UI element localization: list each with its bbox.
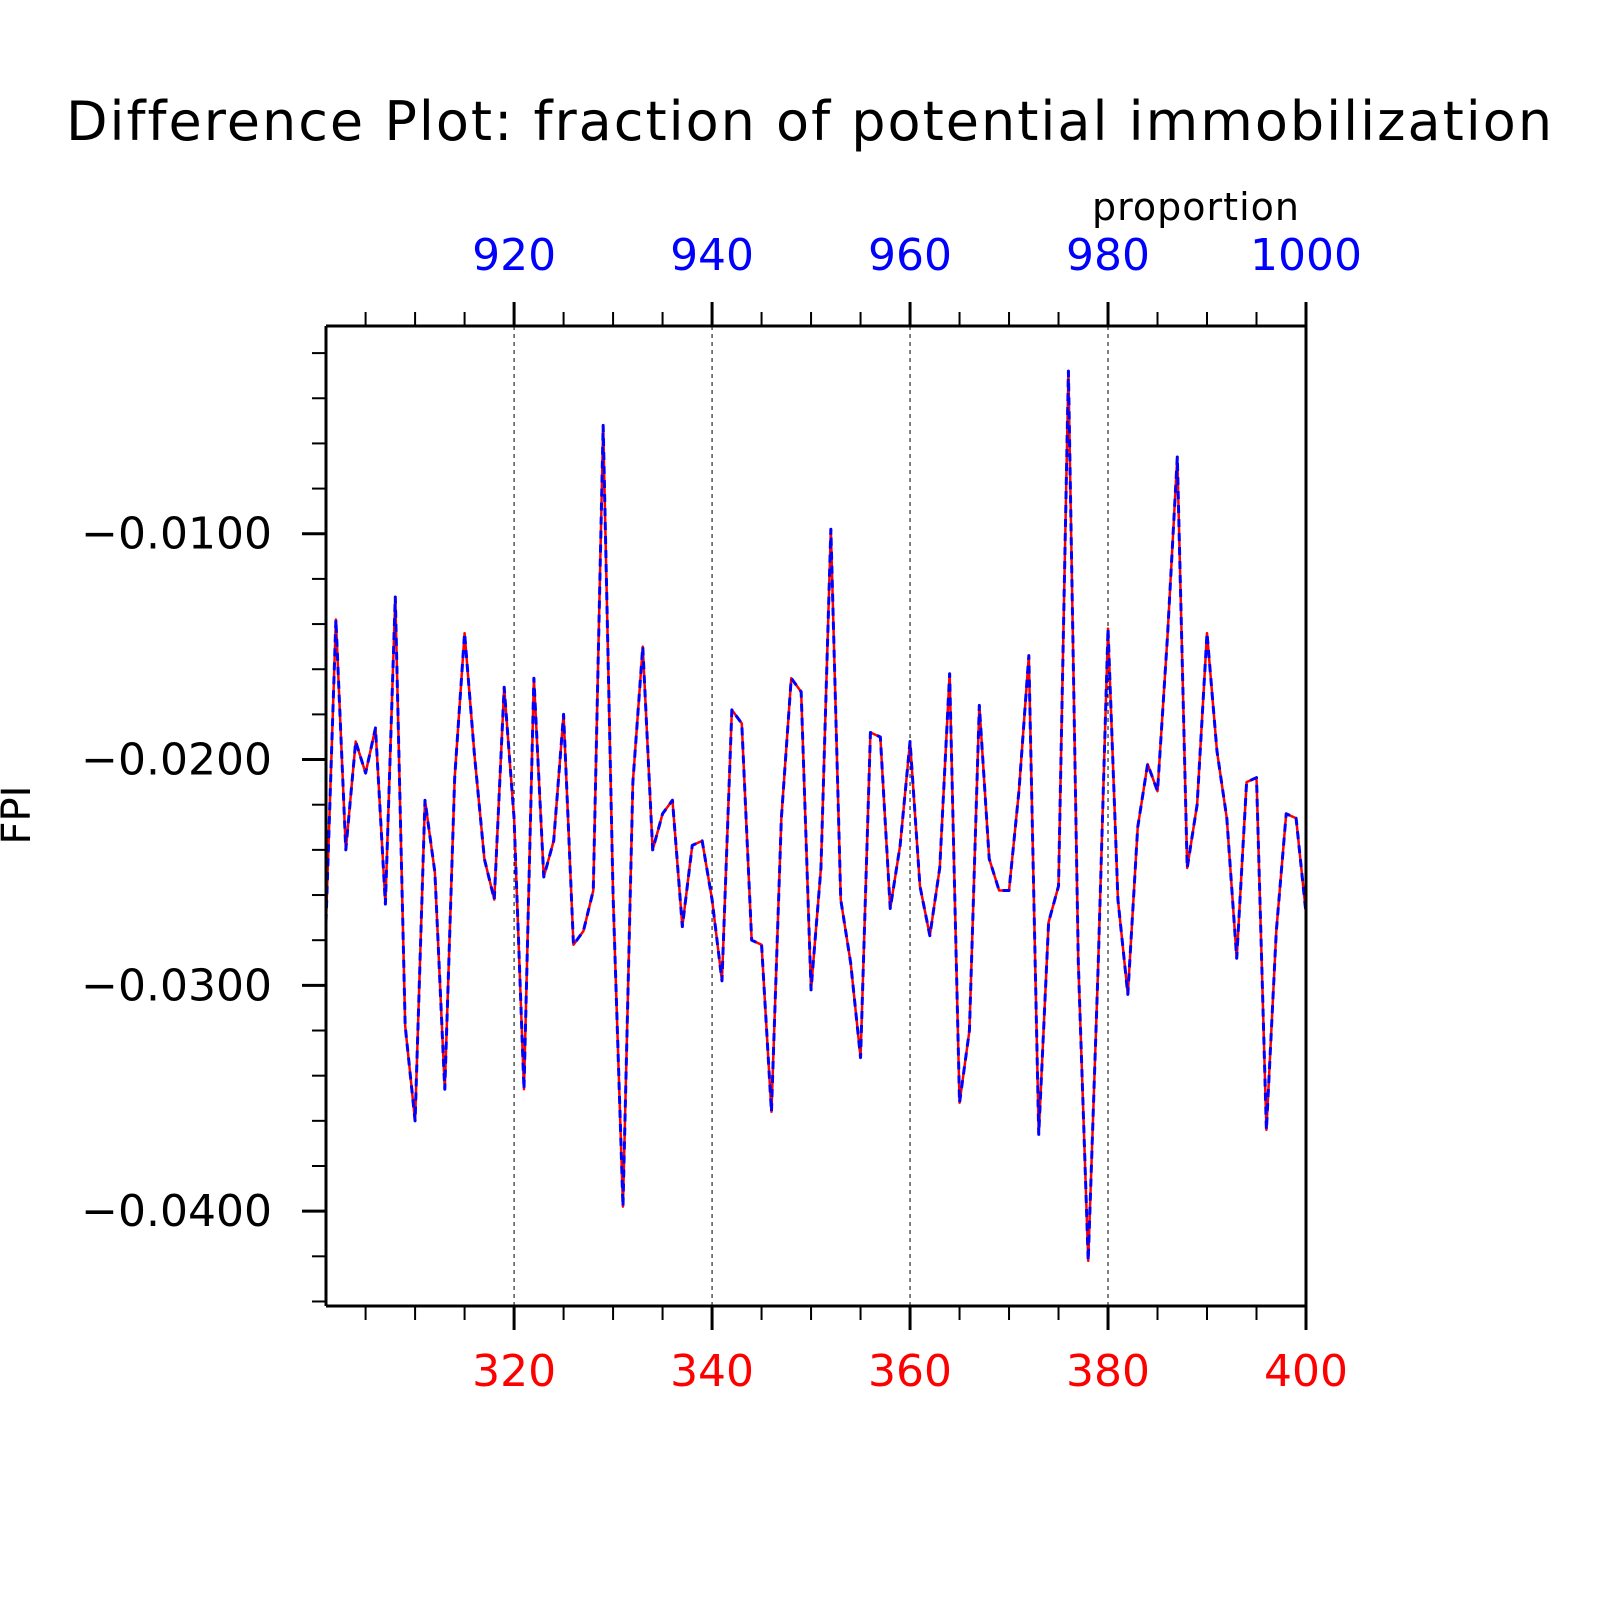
top-axis-tick-label: 980 bbox=[1066, 230, 1150, 281]
chart-title: Difference Plot: fraction of potential i… bbox=[66, 90, 1554, 153]
series-line-top bbox=[324, 369, 1308, 1263]
chart-subtitle: proportion bbox=[1092, 185, 1300, 229]
y-axis-tick-label: −0.0200 bbox=[81, 735, 272, 786]
axis-ticks bbox=[302, 302, 1308, 1330]
bottom-axis-tick-label: 400 bbox=[1264, 1346, 1348, 1397]
tick-labels: 320 340 360 380 400 920 940 960 980 1000 −0.0400 −0… bbox=[81, 230, 1362, 1397]
series-line-bottom bbox=[324, 369, 1308, 1263]
y-axis-tick-label: −0.0300 bbox=[81, 960, 272, 1011]
bottom-axis-tick-label: 360 bbox=[868, 1346, 952, 1397]
top-axis-tick-label: 960 bbox=[868, 230, 952, 281]
top-axis-tick-label: 940 bbox=[670, 230, 754, 281]
y-axis-tick-label: −0.0100 bbox=[81, 509, 272, 560]
top-axis-tick-label: 1000 bbox=[1250, 230, 1362, 281]
y-axis-label: FPI bbox=[0, 786, 40, 845]
top-axis-tick-label: 920 bbox=[472, 230, 556, 281]
plot-frame bbox=[324, 324, 1308, 1308]
bottom-axis-tick-label: 380 bbox=[1066, 1346, 1150, 1397]
bottom-axis-tick-label: 320 bbox=[472, 1346, 556, 1397]
series-layer bbox=[324, 369, 1308, 1263]
y-axis-tick-label: −0.0400 bbox=[81, 1186, 272, 1237]
bottom-axis-tick-label: 340 bbox=[670, 1346, 754, 1397]
